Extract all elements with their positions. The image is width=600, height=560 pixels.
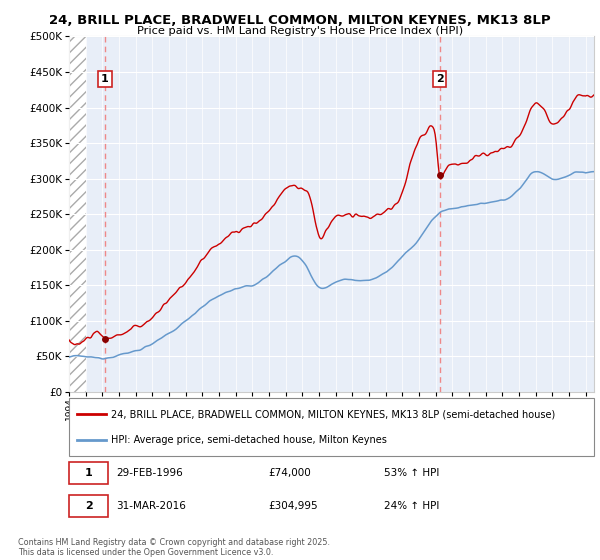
Text: £304,995: £304,995 [269,501,318,511]
Text: 24% ↑ HPI: 24% ↑ HPI [384,501,439,511]
FancyBboxPatch shape [69,494,109,516]
Text: 29-FEB-1996: 29-FEB-1996 [116,468,183,478]
Text: Contains HM Land Registry data © Crown copyright and database right 2025.
This d: Contains HM Land Registry data © Crown c… [18,538,330,557]
Text: Price paid vs. HM Land Registry's House Price Index (HPI): Price paid vs. HM Land Registry's House … [137,26,463,36]
Text: 1: 1 [85,468,92,478]
Text: 2: 2 [436,74,444,84]
Text: 31-MAR-2016: 31-MAR-2016 [116,501,186,511]
Text: HPI: Average price, semi-detached house, Milton Keynes: HPI: Average price, semi-detached house,… [111,435,387,445]
Text: 2: 2 [85,501,92,511]
Text: 24, BRILL PLACE, BRADWELL COMMON, MILTON KEYNES, MK13 8LP (semi-detached house): 24, BRILL PLACE, BRADWELL COMMON, MILTON… [111,409,555,419]
Text: 53% ↑ HPI: 53% ↑ HPI [384,468,439,478]
Text: 1: 1 [101,74,109,84]
Text: £74,000: £74,000 [269,468,311,478]
FancyBboxPatch shape [69,463,109,484]
Text: 24, BRILL PLACE, BRADWELL COMMON, MILTON KEYNES, MK13 8LP: 24, BRILL PLACE, BRADWELL COMMON, MILTON… [49,14,551,27]
